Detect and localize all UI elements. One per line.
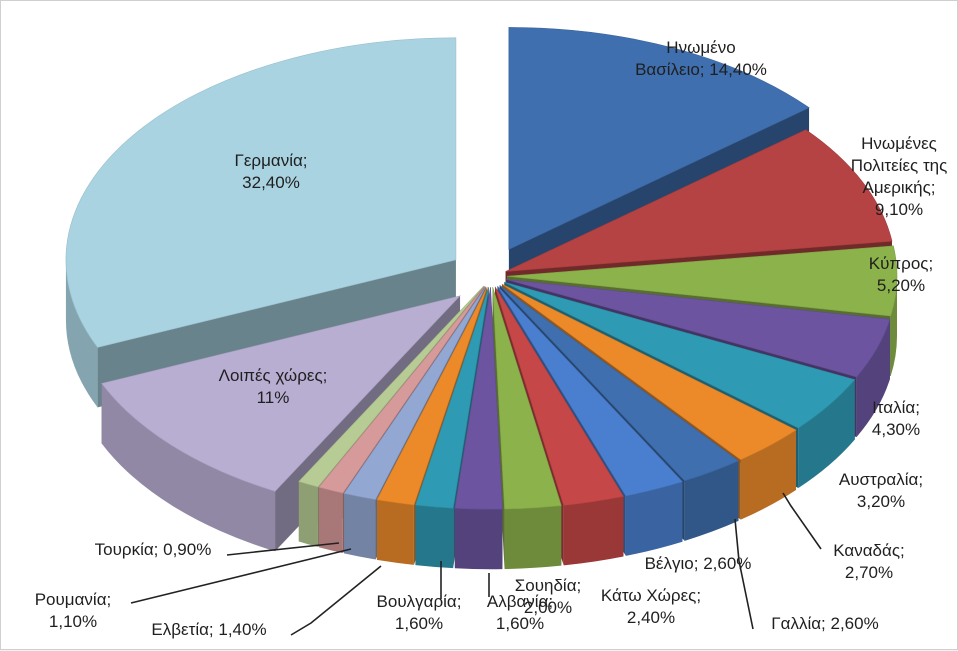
slice-rim xyxy=(318,487,343,554)
data-label: Αλβανία; 1,60% xyxy=(487,592,553,633)
slice-top xyxy=(504,281,856,429)
slice-top xyxy=(499,285,740,482)
leader-line xyxy=(734,518,754,630)
leader-line xyxy=(130,548,352,604)
slice-rim xyxy=(344,493,376,560)
slice-top xyxy=(298,285,485,488)
leader-line xyxy=(290,565,382,636)
slice-10 xyxy=(492,287,562,570)
leader-line xyxy=(226,542,340,556)
slice-rim xyxy=(684,460,739,541)
slice-rim xyxy=(625,481,683,556)
slice-top xyxy=(506,279,891,378)
leader-line xyxy=(782,492,822,550)
slice-rim xyxy=(563,496,624,566)
pie-slices xyxy=(65,27,898,570)
slice-top xyxy=(318,286,485,494)
data-label: Ελβετία; 1,40% xyxy=(151,620,266,639)
slice-11 xyxy=(454,287,503,570)
data-label: Ηνωμένες Πολιτείες της Αμερικής; 9,10% xyxy=(851,134,948,219)
slice-top xyxy=(343,286,487,500)
data-label: Γερμανία; 32,40% xyxy=(234,151,307,192)
slice-rim xyxy=(740,429,797,520)
data-label: Ιταλία; 4,30% xyxy=(872,398,920,439)
slice-rim xyxy=(454,508,503,570)
slice-rim xyxy=(856,319,890,437)
data-label: Λοιπές χώρες; 11% xyxy=(219,366,328,407)
data-label: Γαλλία; 2,60% xyxy=(771,614,878,633)
slice-rim xyxy=(890,276,897,376)
slice-rim xyxy=(101,383,276,552)
data-label: Βέλγιο; 2,60% xyxy=(645,554,752,573)
slice-top xyxy=(508,27,810,250)
leader-lines xyxy=(130,492,822,636)
slice-rim xyxy=(504,505,562,570)
slice-top xyxy=(497,286,683,497)
slice-top xyxy=(376,286,488,506)
slice-rim xyxy=(798,379,855,489)
data-label: Καναδάς; 2,70% xyxy=(833,541,905,582)
data-label: Κάτω Χώρες; 2,40% xyxy=(601,586,701,627)
data-label: Κύπρος; 5,20% xyxy=(869,254,933,295)
slice-rim xyxy=(376,499,414,565)
data-label: Τουρκία; 0,90% xyxy=(95,540,212,559)
slice-top xyxy=(415,286,490,509)
slice-rim xyxy=(65,259,98,408)
data-labels: Ηνωμένο Βασίλειο; 14,40% Ηνωμένες Πολιτείες… xyxy=(35,38,948,639)
data-label: Βουλγαρία; 1,60% xyxy=(377,592,462,633)
data-label: Ηνωμένο Βασίλειο; 14,40% xyxy=(635,38,767,79)
slice-top xyxy=(505,129,893,272)
data-label: Σουηδία; 2,00% xyxy=(515,576,582,617)
slice-top xyxy=(501,283,797,461)
data-label: Ρουμανία; 1,10% xyxy=(35,590,112,631)
slice-rim xyxy=(415,505,454,569)
slice-top xyxy=(506,245,898,317)
data-label: Αυστραλία; 3,20% xyxy=(839,470,923,511)
slice-top xyxy=(65,37,457,348)
slice-top xyxy=(494,286,624,506)
slice-top xyxy=(454,287,503,510)
slice-rim xyxy=(298,481,318,547)
slice-top xyxy=(101,295,461,492)
slice-top xyxy=(492,287,562,510)
